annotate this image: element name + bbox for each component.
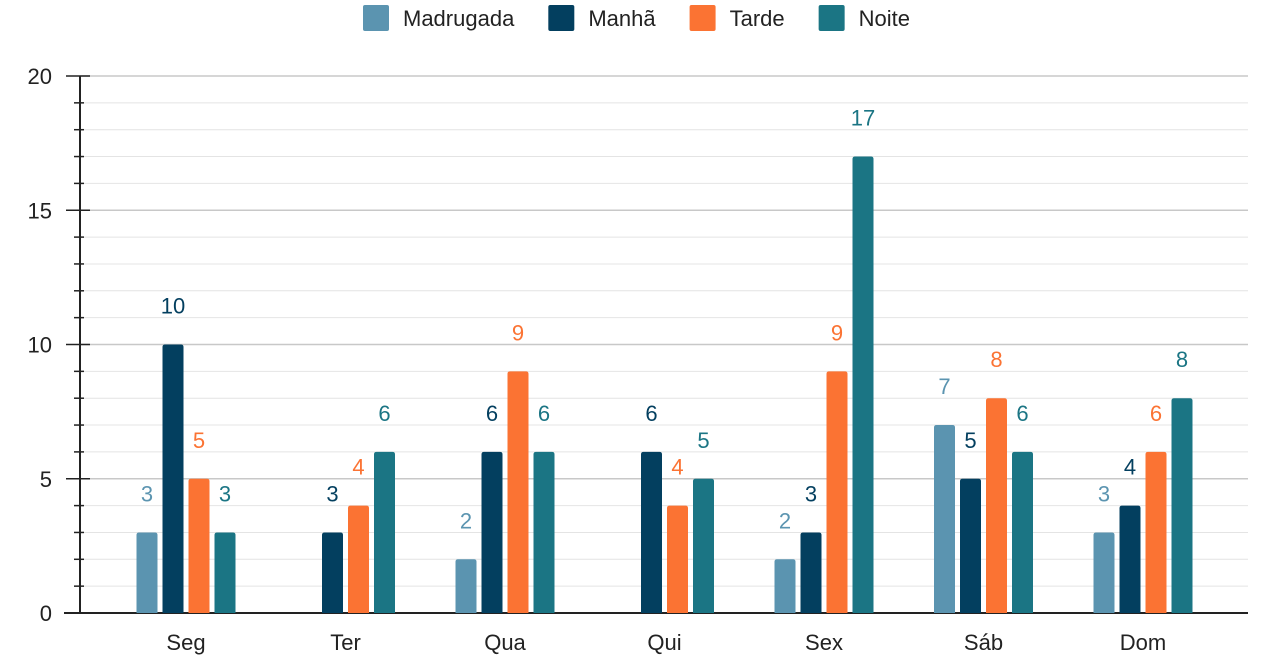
x-tick-label: Seg (166, 630, 205, 655)
data-label: 5 (964, 428, 976, 453)
data-label: 4 (352, 455, 364, 480)
y-tick-label: 20 (28, 64, 52, 89)
bar (667, 505, 688, 613)
bar (481, 451, 503, 613)
data-label: 4 (671, 455, 683, 480)
legend-swatch (548, 5, 575, 31)
data-label: 6 (1150, 401, 1162, 426)
data-label: 17 (851, 106, 875, 131)
bar (1145, 451, 1167, 613)
bar (455, 559, 477, 613)
bar (934, 425, 955, 613)
y-tick-label: 15 (28, 198, 52, 223)
y-tick-label: 10 (28, 333, 52, 358)
bar (188, 478, 210, 613)
x-tick-label: Ter (330, 630, 361, 655)
data-label: 6 (1016, 401, 1028, 426)
data-label: 4 (1124, 455, 1136, 480)
bar (826, 371, 848, 613)
data-label: 3 (326, 481, 338, 506)
bar (374, 451, 395, 613)
bar (693, 478, 714, 613)
legend-label: Tarde (730, 6, 785, 31)
data-label: 6 (538, 401, 550, 426)
bar (1012, 451, 1033, 613)
x-tick-label: Sex (805, 630, 843, 655)
x-tick-label: Qua (484, 630, 526, 655)
y-tick-label: 0 (40, 601, 52, 626)
axes: 0 5 10 15 20 Seg Ter Qua Qui Sex Sáb Dom (28, 64, 1248, 655)
data-label: 3 (805, 481, 817, 506)
bar (960, 478, 981, 613)
legend: Madrugada Manhã Tarde Noite (363, 5, 910, 31)
bar (1119, 505, 1141, 613)
bar (986, 398, 1007, 613)
data-label: 6 (486, 401, 498, 426)
data-label: 9 (831, 320, 843, 345)
legend-swatch (363, 5, 389, 31)
data-label: 3 (1098, 481, 1110, 506)
data-label: 6 (378, 401, 390, 426)
data-label: 3 (219, 481, 231, 506)
bars (136, 156, 1193, 614)
data-label: 8 (1176, 347, 1188, 372)
bar (322, 532, 343, 613)
bar (774, 559, 796, 613)
bar (533, 451, 555, 613)
y-tick-label: 5 (40, 467, 52, 492)
bar (1093, 532, 1115, 613)
legend-label: Manhã (588, 6, 656, 31)
x-tick-label: Qui (647, 630, 681, 655)
data-label: 7 (938, 374, 950, 399)
bar (162, 344, 184, 613)
data-label: 5 (193, 428, 205, 453)
legend-swatch (818, 5, 845, 31)
bar (1171, 398, 1193, 613)
bar (136, 532, 158, 613)
bar (348, 505, 369, 613)
data-label: 2 (460, 508, 472, 533)
data-label: 9 (512, 320, 524, 345)
x-tick-label: Sáb (964, 630, 1003, 655)
legend-label: Madrugada (403, 6, 515, 31)
data-label: 2 (779, 508, 791, 533)
data-label: 8 (990, 347, 1002, 372)
legend-label: Noite (859, 6, 910, 31)
legend-swatch (689, 5, 716, 31)
data-label: 10 (161, 294, 185, 319)
bar (507, 371, 529, 613)
x-tick-label: Dom (1120, 630, 1166, 655)
data-label: 5 (697, 428, 709, 453)
bar (641, 451, 662, 613)
data-label: 6 (645, 401, 657, 426)
data-label: 3 (141, 481, 153, 506)
bar (800, 532, 822, 613)
grid-lines (80, 75, 1248, 587)
bar (852, 156, 874, 614)
bar (214, 532, 236, 613)
